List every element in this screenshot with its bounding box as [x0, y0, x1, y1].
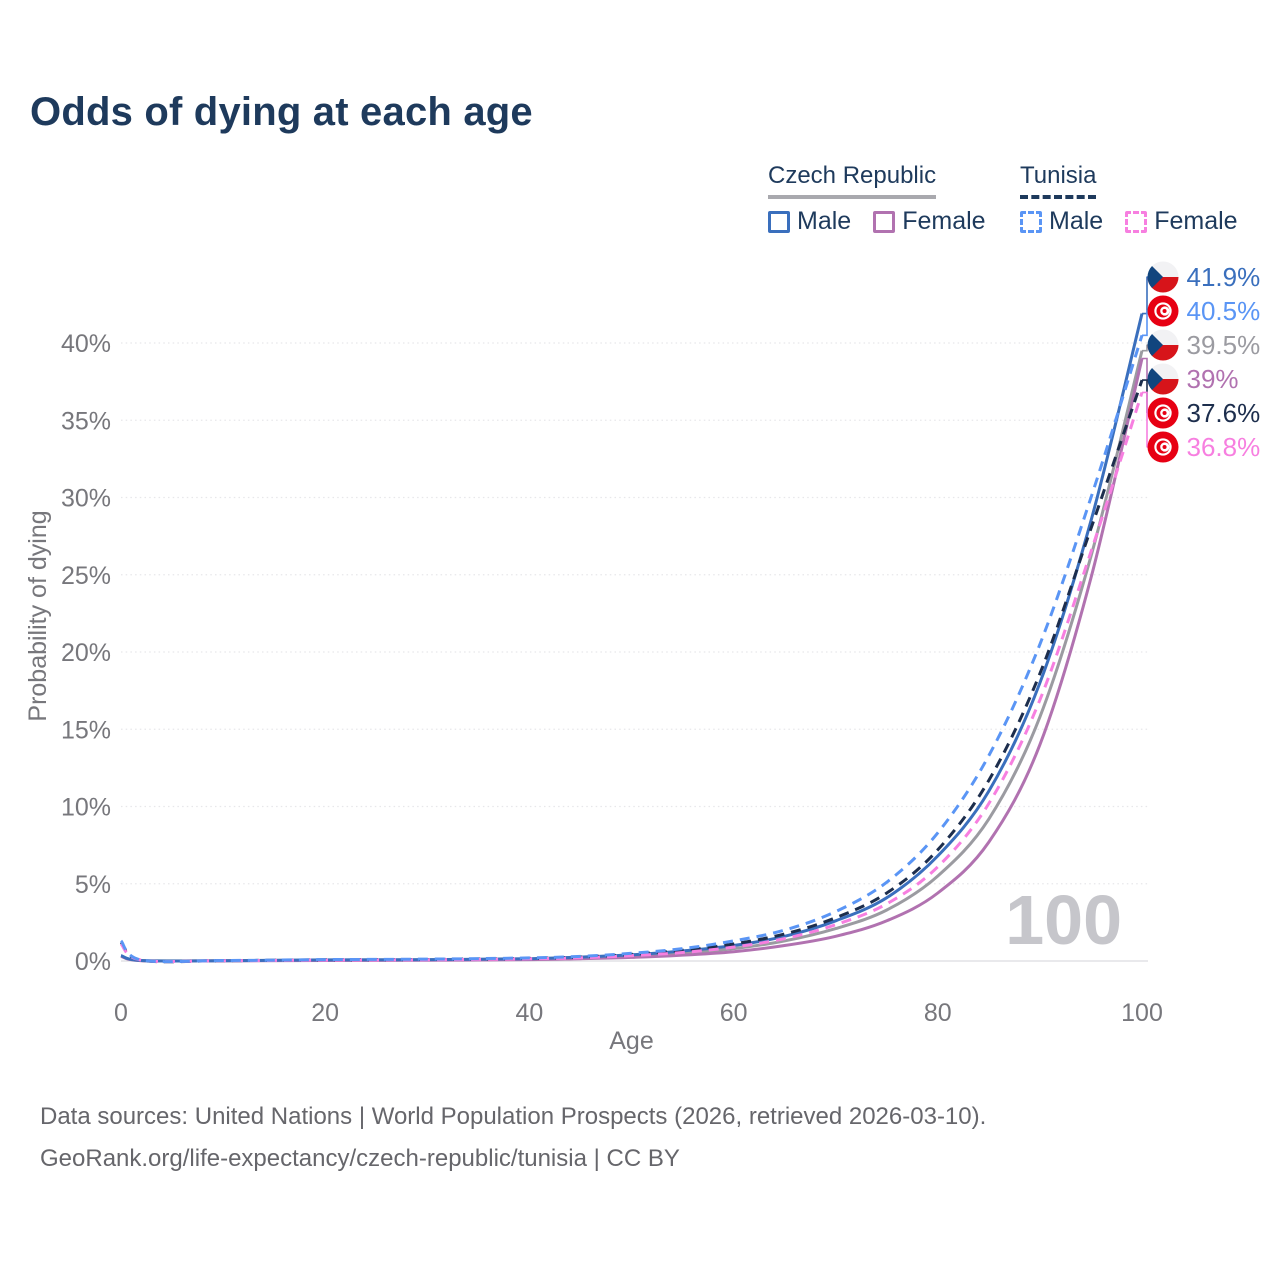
end-value-label-czech-republic-male: 41.9% — [1187, 262, 1261, 292]
y-axis-tick-label: 25% — [61, 562, 111, 590]
legend-item-tunisia-female[interactable]: Female — [1125, 207, 1238, 236]
label-leader-line — [1142, 357, 1148, 380]
data-sources-text: Data sources: United Nations | World Pop… — [40, 1103, 987, 1130]
x-axis-tick-label: 100 — [1121, 999, 1163, 1027]
series-line-tunisia-female — [119, 391, 1144, 964]
page-title: Odds of dying at each age — [30, 90, 533, 134]
footer: Data sources: United Nations | World Pop… — [40, 1096, 986, 1180]
y-axis-tick-label: 20% — [61, 639, 111, 667]
end-value-label-czech-republic-female: 39% — [1187, 364, 1239, 394]
flag-tunisia-icon — [1147, 431, 1179, 463]
label-leader-line — [1142, 276, 1148, 315]
flag-tunisia-icon — [1147, 295, 1179, 327]
legend-item-czech-female[interactable]: Female — [873, 207, 986, 236]
x-axis-title: Age — [609, 1027, 653, 1055]
x-axis-tick-label: 0 — [114, 999, 128, 1027]
y-axis-title: Probability of dying — [24, 510, 52, 721]
tunisia-male-swatch-icon — [1020, 210, 1042, 233]
label-leader-line — [1142, 344, 1148, 352]
legend-item-tunisia-male[interactable]: Male — [1020, 207, 1103, 236]
flag-czech-icon — [1147, 329, 1179, 361]
label-leader-line — [1142, 310, 1148, 337]
x-axis-tick-label: 20 — [311, 999, 339, 1027]
x-axis-tick-label: 80 — [924, 999, 952, 1027]
legend-item-czech-male[interactable]: Male — [768, 207, 851, 236]
legend-item-label: Male — [1049, 207, 1104, 235]
x-axis-tick-label: 60 — [720, 999, 748, 1027]
label-leader-line — [1142, 391, 1148, 448]
end-value-label-tunisia-male: 40.5% — [1187, 296, 1261, 326]
series-line-tunisia-combined — [119, 379, 1144, 964]
series-line-tunisia-male — [119, 334, 1144, 964]
legend-header-czech-republic[interactable]: Czech Republic — [768, 162, 937, 199]
end-value-label-czech-republic-combined: 39.5% — [1187, 330, 1261, 360]
end-value-label-tunisia-combined: 37.6% — [1187, 398, 1261, 428]
legend-item-label: Male — [797, 207, 852, 235]
attribution-link-text[interactable]: GeoRank.org/life-expectancy/czech-republ… — [40, 1145, 680, 1172]
legend-item-label: Female — [902, 207, 986, 235]
end-value-label-tunisia-female: 36.8% — [1187, 432, 1261, 462]
flag-tunisia-icon — [1147, 397, 1179, 429]
age-counter-watermark: 100 — [1005, 881, 1122, 959]
flag-czech-icon — [1147, 363, 1179, 395]
series-line-czech-republic-female — [120, 358, 1144, 963]
legend-group-tunisia: Tunisia Male Female — [1020, 162, 1238, 236]
y-axis-tick-label: 15% — [61, 716, 111, 744]
czech-male-swatch-icon — [768, 210, 790, 233]
y-axis-tick-label: 40% — [61, 330, 111, 358]
y-axis-tick-label: 30% — [61, 485, 111, 513]
series-line-czech-republic-combined — [120, 350, 1144, 963]
legend-item-label: Female — [1154, 207, 1238, 235]
flag-czech-icon — [1147, 261, 1179, 293]
y-axis-tick-label: 10% — [61, 794, 111, 822]
czech-female-swatch-icon — [873, 210, 896, 233]
legend-group-czech-republic: Czech Republic Male Female — [768, 162, 986, 236]
x-axis-tick-label: 40 — [515, 999, 543, 1027]
tunisia-female-swatch-icon — [1125, 210, 1148, 233]
series-line-czech-republic-male — [120, 313, 1144, 963]
y-axis-tick-label: 0% — [75, 948, 111, 976]
y-axis-tick-label: 5% — [75, 871, 111, 899]
y-axis-tick-label: 35% — [61, 407, 111, 435]
legend-header-tunisia[interactable]: Tunisia — [1020, 162, 1097, 199]
